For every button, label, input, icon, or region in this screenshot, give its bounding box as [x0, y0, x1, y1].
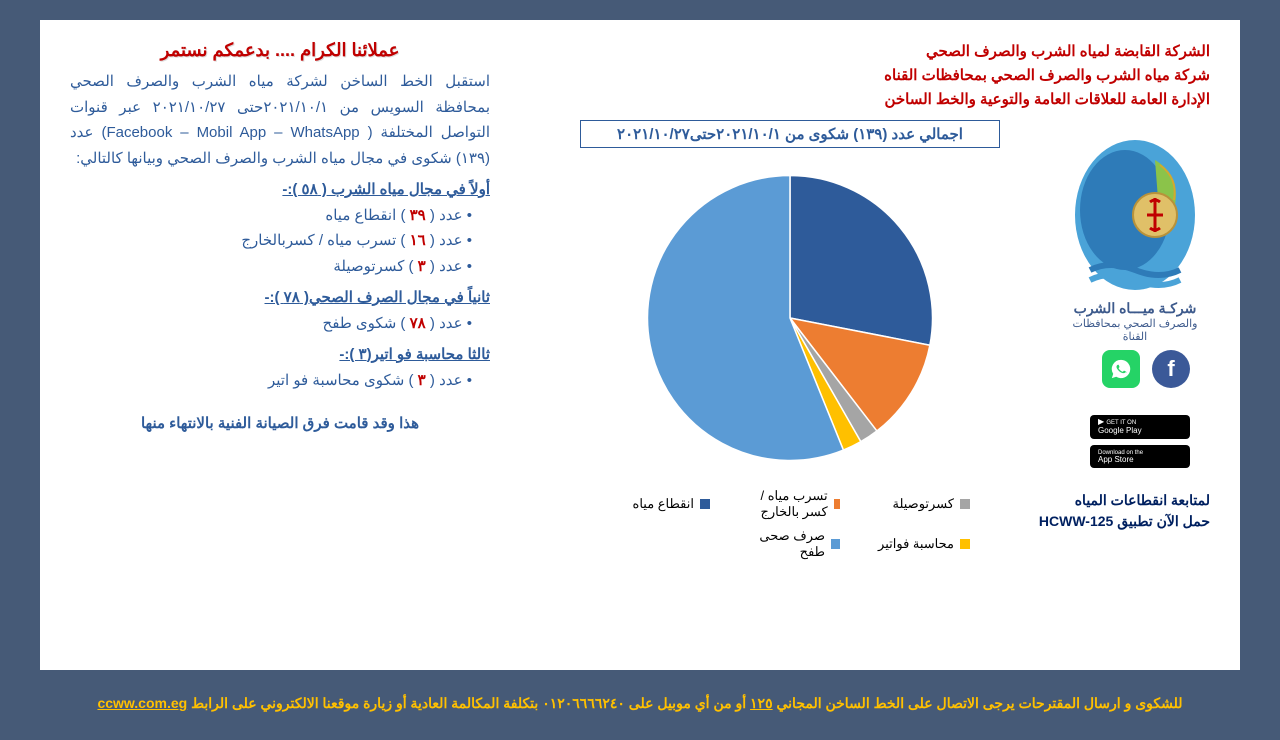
legend-label: انقطاع مياه — [633, 496, 694, 512]
promo-line-2: حمل الآن تطبيق HCWW-125 — [1039, 511, 1210, 532]
list-item: عدد ( ٣٩ ) انقطاع مياه — [70, 203, 472, 229]
google-play-badge[interactable]: ▶ GET IT ON Google Play — [1090, 415, 1190, 439]
facebook-icon[interactable]: f — [1152, 350, 1190, 388]
list-item: عدد ( ٣ ) شكوى محاسبة فو اتير — [70, 368, 472, 394]
org-header: الشركة القابضة لمياه الشرب والصرف الصحي … — [884, 40, 1210, 112]
logo-text-1: شركـة ميـــاه الشرب — [1060, 300, 1210, 317]
closing-line: هذا وقد قامت فرق الصيانة الفنية بالانتها… — [70, 411, 490, 437]
header-line-3: الإدارة العامة للعلاقات العامة والتوعية … — [884, 88, 1210, 112]
footer-hotline: ١٢٥ — [750, 695, 773, 711]
company-logo — [1060, 120, 1210, 300]
promo-line-1: لمتابعة انقطاعات المياه — [1039, 490, 1210, 511]
legend-item: صرف صحى طفح — [740, 528, 840, 560]
legend-swatch — [834, 499, 840, 509]
app-download-promo: لمتابعة انقطاعات المياه حمل الآن تطبيق H… — [1039, 490, 1210, 532]
report-text: عملائنا الكرام .... بدعمكم نستمر استقبل … — [70, 40, 490, 437]
section-3-list: عدد ( ٣ ) شكوى محاسبة فو اتير — [70, 368, 490, 394]
logo-text-2: والصرف الصحي بمحافظات القناة — [1060, 317, 1210, 343]
legend-item: تسرب مياه / كسر بالخارج — [740, 488, 840, 520]
legend-swatch — [700, 499, 710, 509]
footer-bar: للشكوى و ارسال المقترحات يرجى الاتصال عل… — [0, 695, 1280, 720]
footer-pre: للشكوى و ارسال المقترحات يرجى الاتصال عل… — [773, 695, 1183, 711]
legend-swatch — [960, 499, 970, 509]
legend-swatch — [831, 539, 840, 549]
legend-item — [610, 528, 710, 560]
list-item: عدد ( ٣ ) كسرتوصيلة — [70, 254, 472, 280]
section-1-head: أولاً في مجال مياه الشرب ( ٥٨ ):- — [70, 177, 490, 203]
pie-chart-area: اجمالي عدد (١٣٩) شكوى من ٢٠٢١/١٠/١حتى٢٠٢… — [580, 120, 1000, 560]
section-1-list: عدد ( ٣٩ ) انقطاع مياهعدد ( ١٦ ) تسرب مي… — [70, 203, 490, 280]
social-icons: f — [1102, 350, 1190, 388]
footer-mid: أو من أي موبيل على ٠١٢٠٦٦٦٦٢٤٠ بتكلفة ال… — [191, 695, 750, 711]
chart-title: اجمالي عدد (١٣٩) شكوى من ٢٠٢١/١٠/١حتى٢٠٢… — [580, 120, 1000, 148]
legend-label: محاسبة فواتير — [878, 536, 954, 552]
document-page: الشركة القابضة لمياه الشرب والصرف الصحي … — [40, 20, 1240, 670]
legend-item: انقطاع مياه — [610, 488, 710, 520]
list-item: عدد ( ٧٨ ) شكوى طفح — [70, 311, 472, 337]
report-title: عملائنا الكرام .... بدعمكم نستمر — [70, 40, 490, 61]
section-3-head: ثالثا محاسبة فو اتير(٣ ):- — [70, 342, 490, 368]
header-line-1: الشركة القابضة لمياه الشرب والصرف الصحي — [884, 40, 1210, 64]
whatsapp-icon[interactable] — [1102, 350, 1140, 388]
legend-item: محاسبة فواتير — [870, 528, 970, 560]
chart-legend: كسرتوصيلة تسرب مياه / كسر بالخارج انقطاع م… — [580, 488, 1000, 560]
section-2-list: عدد ( ٧٨ ) شكوى طفح — [70, 311, 490, 337]
app-store-badges: ▶ GET IT ON Google Play Download on the … — [1090, 415, 1190, 468]
app-store-badge[interactable]: Download on the App Store — [1090, 445, 1190, 469]
pie-chart — [640, 168, 940, 468]
legend-swatch — [960, 539, 970, 549]
list-item: عدد ( ١٦ ) تسرب مياه / كسربالخارج — [70, 228, 472, 254]
legend-item: كسرتوصيلة — [870, 488, 970, 520]
footer-url[interactable]: ccww.com.eg — [97, 695, 187, 711]
intro-paragraph: استقبل الخط الساخن لشركة مياه الشرب والص… — [70, 69, 490, 171]
header-line-2: شركة مياه الشرب والصرف الصحي بمحافظات ال… — [884, 64, 1210, 88]
logo-caption: شركـة ميـــاه الشرب والصرف الصحي بمحافظا… — [1060, 300, 1210, 343]
legend-label: صرف صحى طفح — [740, 528, 825, 560]
section-2-head: ثانياً في مجال الصرف الصحي( ٧٨ ):- — [70, 285, 490, 311]
report-body: استقبل الخط الساخن لشركة مياه الشرب والص… — [70, 69, 490, 437]
legend-label: كسرتوصيلة — [892, 496, 954, 512]
legend-label: تسرب مياه / كسر بالخارج — [740, 488, 828, 520]
